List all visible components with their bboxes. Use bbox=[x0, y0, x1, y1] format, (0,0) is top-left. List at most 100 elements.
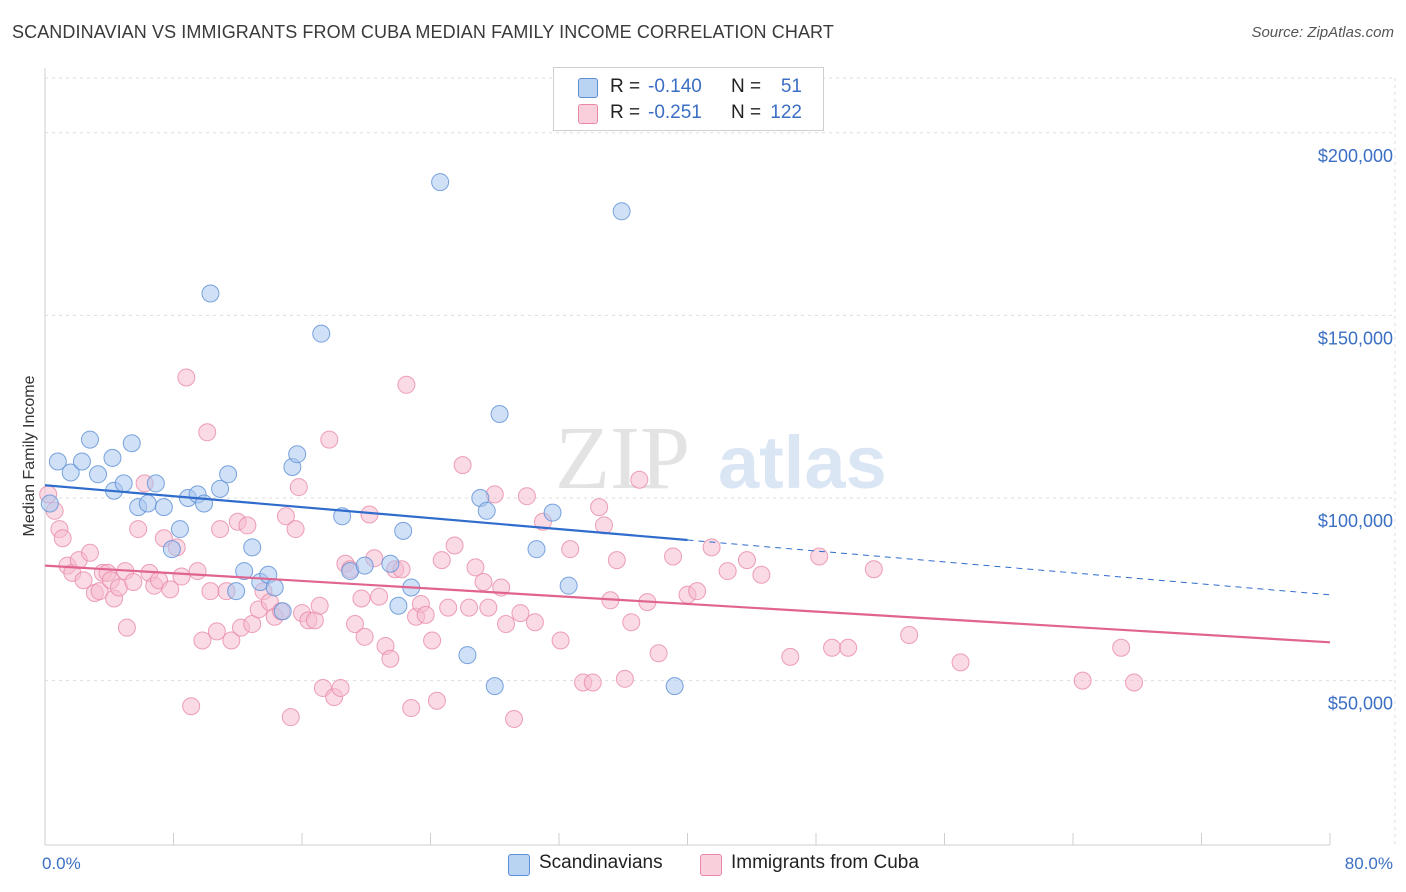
cuba-point-25 bbox=[161, 580, 180, 599]
scandinavian-point-24 bbox=[243, 538, 262, 557]
cuba-point-10 bbox=[90, 582, 109, 601]
scandinavian-point-15 bbox=[170, 520, 189, 539]
cuba-point-28 bbox=[177, 368, 196, 387]
legend-r-value: -0.140 bbox=[648, 76, 702, 97]
cuba-point-34 bbox=[207, 622, 226, 641]
cuba-point-66 bbox=[370, 587, 389, 606]
scandinavian-point-21 bbox=[219, 465, 238, 484]
legend-n-label: N = bbox=[731, 102, 762, 123]
cuba-point-30 bbox=[188, 562, 207, 581]
series-scandinavians bbox=[40, 173, 684, 696]
cuba-point-49 bbox=[286, 520, 305, 539]
scandinavian-point-37 bbox=[394, 521, 413, 540]
cuba-point-85 bbox=[479, 598, 498, 617]
scandinavian-point-9 bbox=[122, 434, 141, 453]
bottom-legend-label: Scandinavians bbox=[539, 852, 663, 873]
cuba-point-91 bbox=[517, 487, 536, 506]
cuba-point-95 bbox=[561, 540, 580, 559]
cuba-point-31 bbox=[193, 631, 212, 650]
scandinavian-point-43 bbox=[485, 677, 504, 696]
cuba-point-17 bbox=[117, 618, 136, 637]
scandinavian-point-23 bbox=[235, 562, 254, 581]
scandinavian-point-48 bbox=[612, 202, 631, 221]
cuba-point-35 bbox=[211, 520, 230, 539]
trend-lines bbox=[44, 484, 1331, 644]
cuba-point-97 bbox=[583, 673, 602, 692]
cuba-point-3 bbox=[53, 529, 72, 548]
stats-legend: R = -0.140 N = 51 R = -0.251 N = 122 bbox=[553, 67, 824, 131]
cuba-point-90 bbox=[511, 604, 530, 623]
pink-swatch bbox=[700, 854, 722, 876]
blue-swatch bbox=[578, 78, 598, 98]
scandinavian-point-8 bbox=[114, 474, 133, 493]
cuba-point-116 bbox=[823, 638, 842, 657]
cuba-point-119 bbox=[900, 625, 919, 644]
legend-r-label: R = bbox=[610, 76, 641, 97]
scandinavian-point-46 bbox=[543, 503, 562, 522]
scandinavian-point-39 bbox=[431, 173, 450, 192]
cuba-point-115 bbox=[810, 547, 829, 566]
chart-title: SCANDINAVIAN VS IMMIGRANTS FROM CUBA MED… bbox=[12, 22, 834, 42]
cuba-point-113 bbox=[752, 565, 771, 584]
scandinavian-trend-line bbox=[44, 484, 688, 542]
cuba-point-48 bbox=[281, 708, 300, 727]
x-tick-label-1: 80.0% bbox=[1345, 854, 1393, 873]
x-tick-labels: 0.0% 80.0% bbox=[42, 854, 1393, 873]
cuba-point-61 bbox=[346, 615, 365, 634]
cuba-point-88 bbox=[496, 615, 515, 634]
cuba-point-7 bbox=[74, 571, 93, 590]
y-tick-label-3: $200,000 bbox=[1318, 146, 1393, 166]
cuba-point-19 bbox=[129, 520, 148, 539]
cuba-trend-line bbox=[44, 564, 1331, 644]
cuba-point-54 bbox=[310, 596, 329, 615]
legend-n-value: 51 bbox=[780, 76, 802, 97]
cuba-point-92 bbox=[525, 613, 544, 632]
cuba-point-32 bbox=[198, 423, 217, 442]
legend-r-value: -0.251 bbox=[648, 102, 702, 123]
scandinavian-point-3 bbox=[72, 452, 91, 471]
blue-swatch bbox=[508, 854, 530, 876]
cuba-point-123 bbox=[1125, 673, 1144, 692]
cuba-point-118 bbox=[864, 560, 883, 579]
cuba-point-112 bbox=[737, 551, 756, 570]
cuba-point-102 bbox=[615, 669, 634, 688]
legend-n-value: 122 bbox=[770, 102, 802, 123]
cuba-point-33 bbox=[201, 582, 220, 601]
cuba-point-56 bbox=[320, 430, 339, 449]
y-tick-label-0: $50,000 bbox=[1328, 694, 1393, 714]
cuba-point-89 bbox=[505, 709, 524, 728]
cuba-point-80 bbox=[445, 536, 464, 555]
scandinavian-trend-extension bbox=[687, 539, 1331, 596]
cuba-point-29 bbox=[182, 697, 201, 716]
scandinavian-point-42 bbox=[477, 501, 496, 520]
scandinavian-point-45 bbox=[527, 540, 546, 559]
cuba-point-117 bbox=[839, 638, 858, 657]
scandinavian-point-40 bbox=[458, 646, 477, 665]
y-tick-label-2: $150,000 bbox=[1318, 328, 1393, 348]
scandinavian-point-30 bbox=[288, 445, 307, 464]
scandinavian-point-36 bbox=[389, 596, 408, 615]
scandinavian-point-12 bbox=[146, 474, 165, 493]
scandinavian-point-35 bbox=[381, 554, 400, 573]
cuba-point-40 bbox=[238, 516, 257, 535]
scandinavian-point-1 bbox=[48, 452, 67, 471]
scandinavian-point-49 bbox=[665, 677, 684, 696]
y-tick-label-1: $100,000 bbox=[1318, 511, 1393, 531]
cuba-point-122 bbox=[1112, 638, 1131, 657]
cuba-point-110 bbox=[702, 538, 721, 557]
cuba-point-121 bbox=[1073, 671, 1092, 690]
cuba-point-81 bbox=[453, 456, 472, 475]
cuba-point-103 bbox=[622, 613, 641, 632]
cuba-point-71 bbox=[397, 375, 416, 394]
source-credit: Source: ZipAtlas.com bbox=[1251, 24, 1394, 41]
cuba-point-50 bbox=[289, 478, 308, 497]
cuba-point-79 bbox=[439, 598, 458, 617]
cuba-point-27 bbox=[172, 567, 191, 586]
cuba-point-62 bbox=[352, 589, 371, 608]
axes bbox=[44, 68, 1331, 846]
cuba-point-83 bbox=[466, 558, 485, 577]
cuba-point-76 bbox=[423, 631, 442, 650]
cuba-point-82 bbox=[460, 598, 479, 617]
scandinavian-point-0 bbox=[40, 494, 59, 513]
